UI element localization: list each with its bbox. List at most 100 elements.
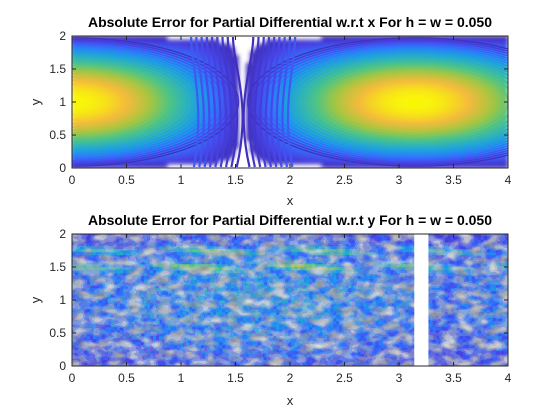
field-cell [135, 121, 140, 126]
field-cell [210, 132, 215, 138]
field-cell [365, 93, 370, 99]
field-cell [416, 62, 422, 68]
field-cell [452, 109, 457, 114]
field-cell [440, 55, 445, 60]
field-cell [400, 113, 406, 118]
field-cell [325, 159, 330, 165]
field-cell [277, 62, 283, 68]
field-cell [353, 70, 358, 76]
field-cell [115, 90, 120, 95]
field-cell [131, 55, 136, 60]
field-cell [495, 36, 501, 41]
field-cell [147, 163, 152, 168]
field-cell [123, 156, 128, 161]
field-cell [166, 159, 172, 165]
field-cell [285, 156, 291, 161]
field-cell [214, 121, 219, 126]
field-cell [376, 148, 382, 153]
field-cell [103, 66, 108, 72]
field-cell [170, 128, 176, 134]
field-cell [436, 101, 441, 107]
field-cell [396, 93, 402, 99]
field-cell [341, 113, 346, 118]
field-cell [487, 97, 493, 103]
field-cell [103, 51, 108, 56]
field-cell [154, 47, 160, 52]
field-cell [460, 109, 465, 114]
field-cell [313, 159, 319, 165]
field-cell [325, 163, 330, 168]
field-cell [246, 86, 251, 91]
field-cell [99, 132, 105, 138]
field-cell [499, 90, 505, 95]
field-cell [210, 55, 215, 60]
field-cell [491, 39, 497, 45]
field-cell [246, 82, 251, 87]
field-cell [345, 109, 350, 114]
field-cell [95, 124, 101, 130]
field-cell [357, 109, 362, 114]
field-cell [380, 55, 386, 60]
field-cell [400, 101, 406, 107]
field-cell [400, 93, 406, 99]
field-cell [305, 121, 311, 126]
field-cell [198, 93, 204, 99]
field-cell [479, 105, 485, 111]
field-cell [499, 62, 505, 68]
field-cell [464, 101, 469, 107]
field-cell [321, 132, 326, 138]
field-cell [234, 144, 239, 149]
field-cell [265, 124, 271, 130]
field-cell [325, 70, 330, 76]
field-cell [448, 156, 453, 161]
field-cell [432, 113, 437, 118]
field-cell [400, 128, 406, 134]
contour-line [221, 36, 233, 168]
field-cell [158, 101, 164, 107]
field-cell [337, 93, 342, 99]
field-cell [436, 82, 441, 87]
field-cell [325, 62, 330, 68]
field-cell [131, 105, 136, 111]
field-cell [150, 101, 156, 107]
field-cell [103, 86, 108, 91]
field-cell [150, 97, 156, 103]
field-cell [131, 101, 136, 107]
field-cell [392, 117, 398, 122]
field-cell [226, 140, 231, 146]
field-cell [361, 78, 366, 83]
field-cell [72, 90, 77, 95]
field-cell [250, 136, 255, 142]
field-cell [131, 90, 136, 95]
field-cell [468, 109, 473, 114]
field-cell [190, 109, 196, 114]
field-cell [72, 86, 77, 91]
field-cell [285, 152, 291, 157]
field-cell [460, 128, 465, 134]
field-cell [182, 78, 188, 83]
field-cell [357, 78, 362, 83]
field-cell [483, 82, 489, 87]
field-cell [372, 124, 378, 130]
field-cell [357, 140, 362, 146]
field-cell [333, 113, 338, 118]
field-cell [349, 109, 354, 114]
field-cell [95, 97, 101, 103]
field-cell [456, 124, 461, 130]
field-cell [483, 97, 489, 103]
field-cell [250, 90, 255, 95]
field-cell [265, 70, 271, 76]
field-cell [190, 82, 196, 87]
field-cell [206, 82, 212, 87]
field-cell [380, 148, 386, 153]
field-cell [139, 144, 144, 149]
field-cell [182, 39, 188, 45]
field-cell [444, 55, 449, 60]
field-cell [353, 144, 358, 149]
field-cell [329, 105, 334, 111]
field-cell [277, 58, 283, 64]
field-cell [305, 90, 311, 95]
field-cell [190, 39, 196, 45]
field-cell [285, 39, 291, 45]
field-cell [329, 39, 334, 45]
